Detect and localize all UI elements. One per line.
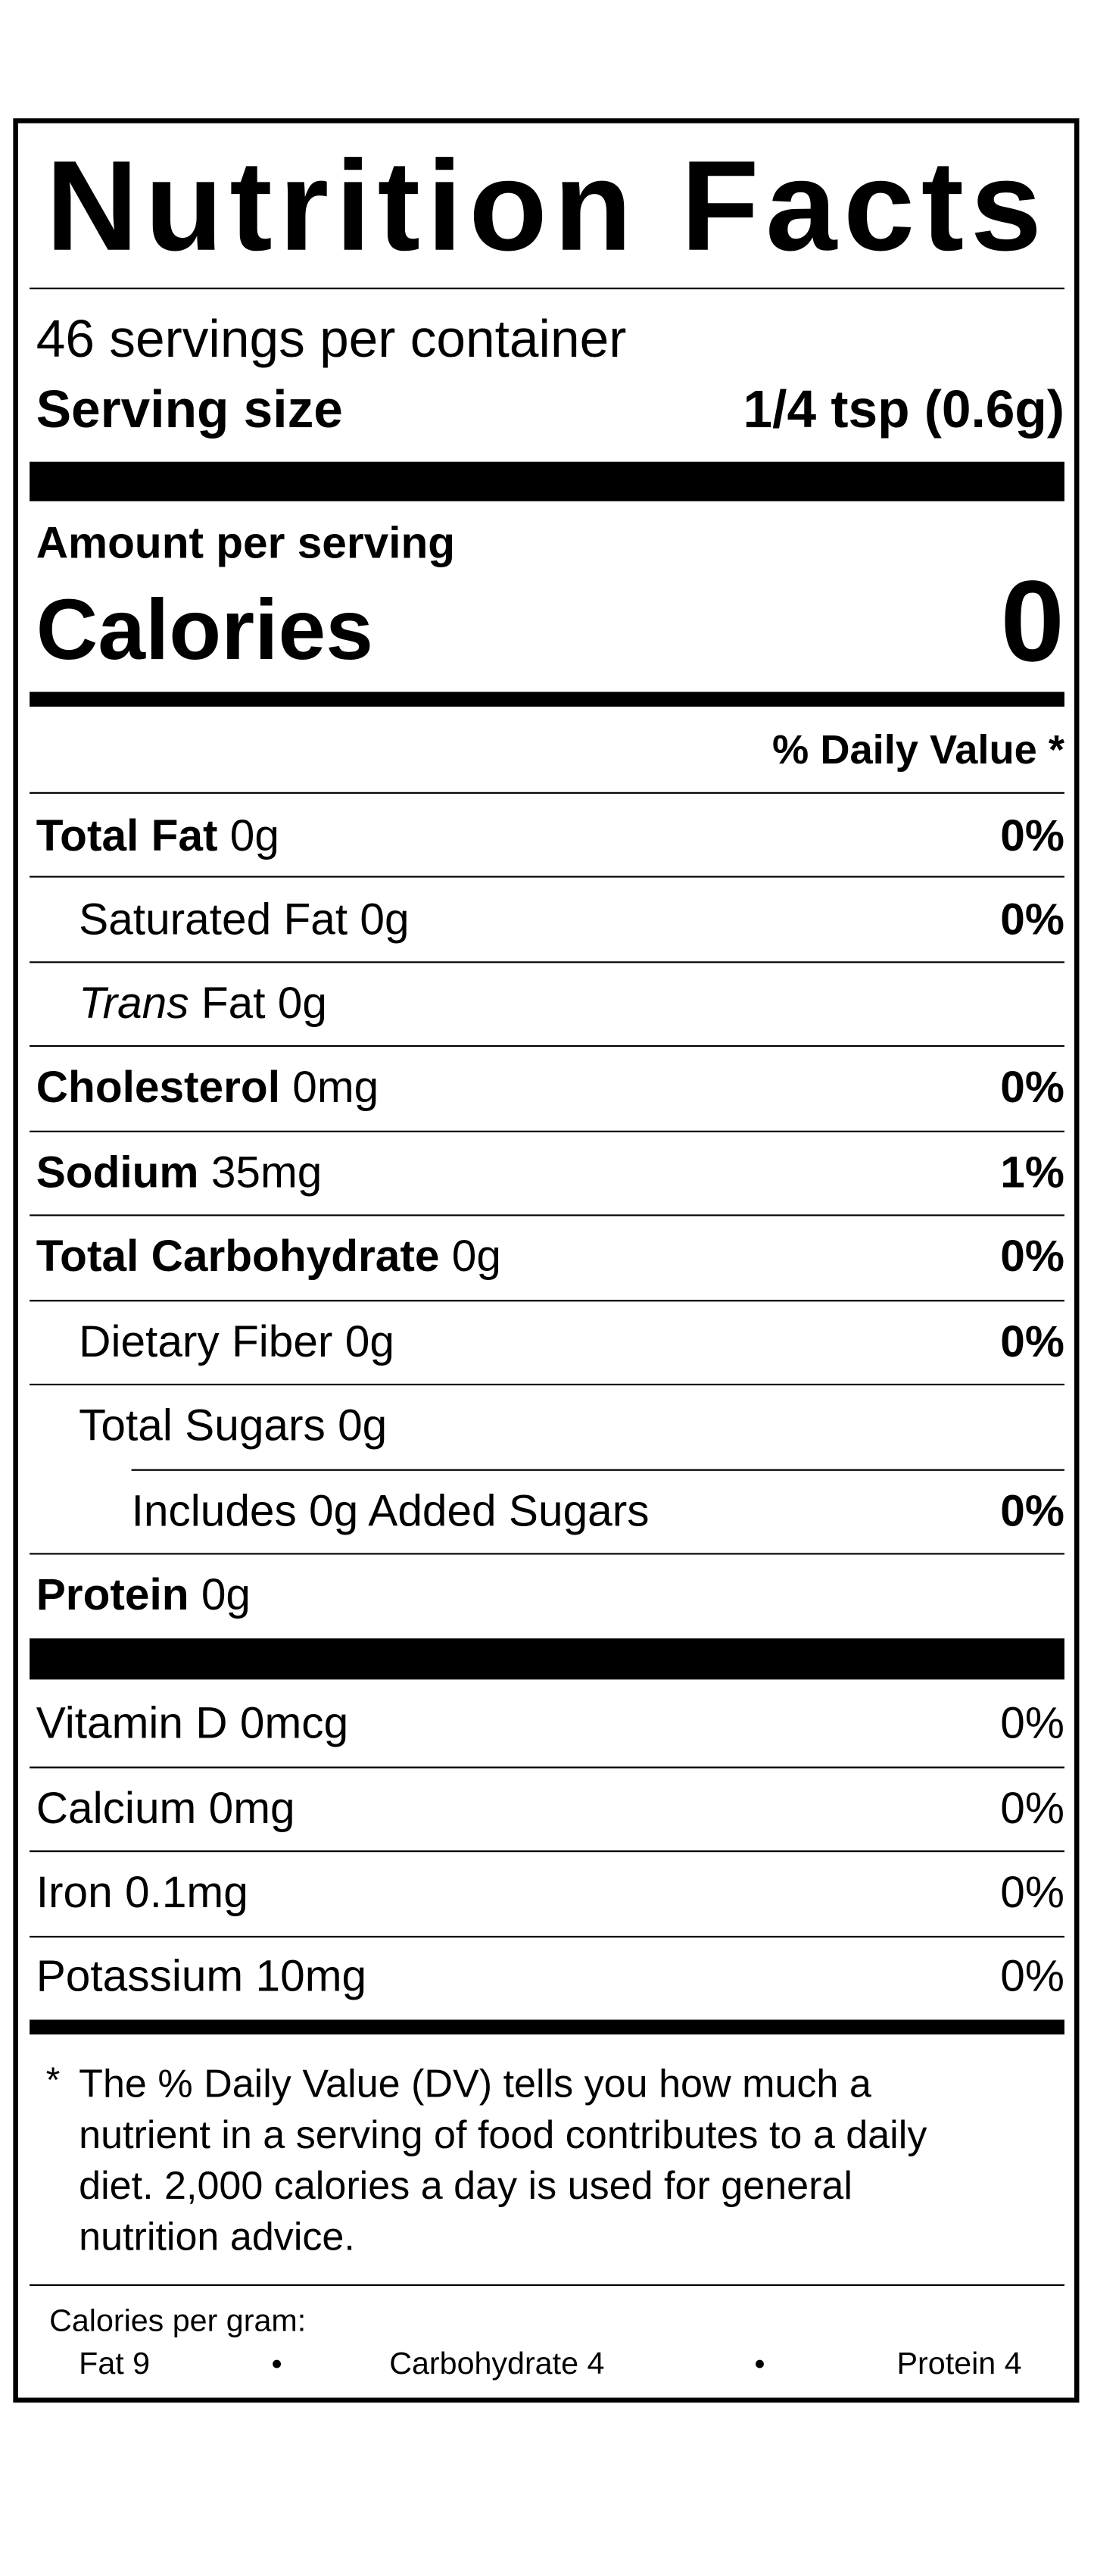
vitamin-name: Calcium <box>36 1784 197 1834</box>
nutrient-name: Protein <box>36 1570 189 1620</box>
nutrient-amount: 0g <box>338 1400 388 1450</box>
nutrient-amount: 35mg <box>210 1147 323 1197</box>
rule <box>30 1214 1064 1216</box>
vitamin-name: Potassium <box>36 1951 244 2001</box>
calories-value: 0 <box>1000 557 1064 685</box>
nutrient-amount: 0g <box>344 1316 394 1367</box>
vitamin-dv: 0% <box>1000 1784 1064 1834</box>
thick-bar <box>30 1638 1064 1680</box>
nutrient-name: Saturated Fat <box>79 895 348 945</box>
nutrient-amount: 0mg <box>292 1062 379 1112</box>
vitamin-dv: 0% <box>1000 1698 1064 1748</box>
nutrient: Saturated Fat 0g <box>79 898 409 943</box>
medium-bar <box>30 692 1064 707</box>
rule <box>30 1766 1064 1769</box>
vitamin-dv: 0% <box>1000 1951 1064 2001</box>
vitamin-dv: 0% <box>1000 1867 1064 1917</box>
separator-dot <box>756 2359 764 2368</box>
nutrient-name: Total Fat <box>36 810 218 860</box>
serving-size-label: Serving size <box>36 379 343 439</box>
thick-bar <box>30 461 1064 501</box>
vitamin-name: Vitamin D <box>36 1698 228 1748</box>
nutrient: Protein 0g <box>36 1570 251 1620</box>
nutrient-name: Includes 0g Added Sugars <box>131 1486 650 1536</box>
nutrient-name-italic: Trans <box>79 979 189 1029</box>
rule <box>30 1383 1064 1386</box>
vitamin-amount: 0mcg <box>239 1698 349 1748</box>
vitamin-amount: 0mg <box>208 1784 295 1834</box>
rule <box>30 1935 1064 1938</box>
footnote-text: The % Daily Value (DV) tells you how muc… <box>79 2062 927 2260</box>
vitamin-name: Iron <box>36 1867 113 1917</box>
nutrient-amount: 0g <box>451 1232 501 1282</box>
rule <box>30 287 1064 289</box>
nutrient: Trans Fat 0g <box>79 979 328 1029</box>
nutrient-name: Dietary Fiber <box>79 1316 333 1367</box>
rule <box>30 2284 1064 2287</box>
label-border <box>13 118 1080 2403</box>
vitamin: Iron 0.1mg <box>36 1867 248 1917</box>
nutrient: Total Sugars 0g <box>79 1404 387 1449</box>
rule <box>30 1850 1064 1853</box>
rule <box>30 1044 1064 1048</box>
dv-header: % Daily Value * <box>772 727 1064 773</box>
nutrient-name: Total Sugars <box>79 1400 326 1450</box>
calories-per-gram-label: Calories per gram: <box>49 2304 307 2340</box>
vitamin: Potassium 10mg <box>36 1954 366 2000</box>
nutrient-name: Total Carbohydrate <box>36 1232 440 1282</box>
nutrient-amount: 0g <box>360 895 410 945</box>
nutrient: Sodium 35mg <box>36 1151 323 1196</box>
nutrient-name: Fat <box>201 979 266 1029</box>
nutrient-dv: 0% <box>1000 895 1064 945</box>
nutrient: Dietary Fiber 0g <box>79 1316 394 1367</box>
nutrient-name: Sodium <box>36 1147 199 1197</box>
nutrient-amount: 0g <box>229 810 279 860</box>
nutrient-name: Cholesterol <box>36 1062 280 1112</box>
nutrient: Total Fat 0g <box>36 810 279 860</box>
nutrient-amount: 0g <box>201 1570 251 1620</box>
nutrient: Total Carbohydrate 0g <box>36 1232 501 1282</box>
footnote-marker: * <box>45 2059 61 2100</box>
vitamin: Calcium 0mg <box>36 1786 295 1832</box>
rule <box>30 1553 1064 1555</box>
rule <box>131 1469 1064 1471</box>
nutrient-dv: 0% <box>1000 810 1064 860</box>
nutrient-dv: 0% <box>1000 1486 1064 1536</box>
calories-per-gram-item: Carbohydrate 4 <box>389 2347 605 2382</box>
amount-per-serving: Amount per serving <box>36 518 456 568</box>
nutrient: Cholesterol 0mg <box>36 1062 379 1112</box>
nutrient-dv: 0% <box>1000 1062 1064 1112</box>
rule <box>30 1130 1064 1132</box>
rule <box>30 792 1064 794</box>
vitamin-amount: 10mg <box>255 1951 367 2001</box>
nutrient-amount: 0g <box>277 979 328 1029</box>
serving-size-value: 1/4 tsp (0.6g) <box>743 379 1064 439</box>
servings: 46 servings per container <box>36 308 627 369</box>
nutrient-dv: 0% <box>1000 1316 1064 1367</box>
calories-per-gram-item: Protein 4 <box>896 2347 1022 2382</box>
rule <box>30 961 1064 963</box>
title: Nutrition Facts <box>45 133 1049 278</box>
medium-bar <box>30 2019 1064 2035</box>
nutrient-dv: 0% <box>1000 1232 1064 1282</box>
vitamin-amount: 0.1mg <box>124 1867 248 1917</box>
vitamin: Vitamin D 0mcg <box>36 1701 348 1747</box>
rule <box>30 876 1064 878</box>
calories-label: Calories <box>36 583 373 679</box>
calories-per-gram-item: Fat 9 <box>79 2347 151 2382</box>
rule <box>30 1300 1064 1302</box>
nutrient-dv: 1% <box>1000 1147 1064 1197</box>
separator-dot <box>273 2359 282 2368</box>
